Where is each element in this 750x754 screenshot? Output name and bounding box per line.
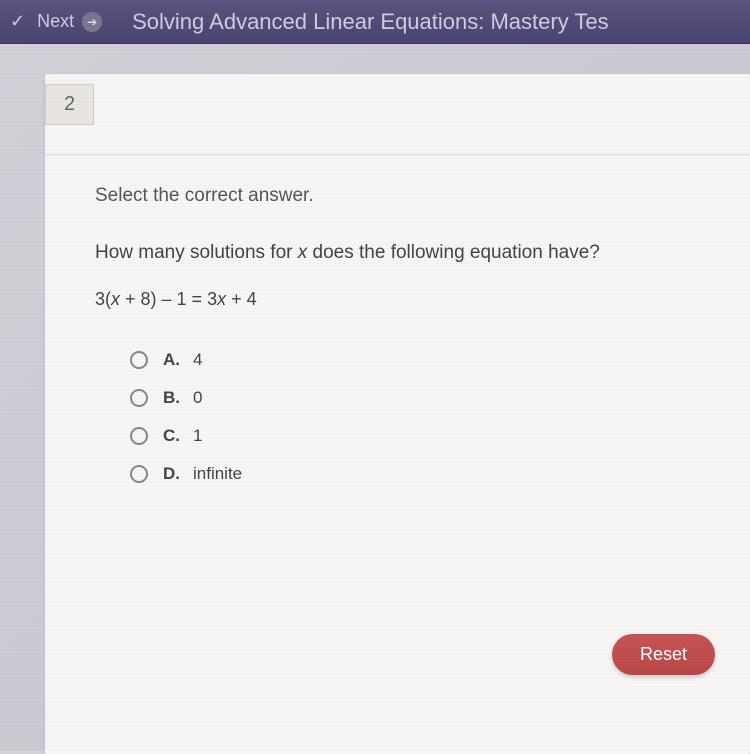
prompt-prefix: How many solutions for xyxy=(95,242,298,263)
radio-icon xyxy=(130,427,148,445)
radio-icon xyxy=(130,465,148,483)
option-a[interactable]: A. 4 xyxy=(130,350,700,370)
next-label: Next xyxy=(37,11,74,32)
option-c[interactable]: C. 1 xyxy=(130,426,700,446)
page-title: Solving Advanced Linear Equations: Maste… xyxy=(132,9,609,35)
options-group: A. 4 B. 0 C. 1 D. infinite xyxy=(130,350,700,484)
radio-icon xyxy=(130,389,148,407)
prompt-suffix: does the following equation have? xyxy=(307,242,600,263)
option-letter: D. xyxy=(163,464,193,484)
divider xyxy=(45,154,750,155)
prompt-variable: x xyxy=(298,242,308,263)
next-button[interactable]: Next ➔ xyxy=(37,11,102,32)
option-value: 0 xyxy=(193,388,202,408)
chevron-down-icon[interactable]: ✓ xyxy=(10,11,25,32)
option-b[interactable]: B. 0 xyxy=(130,388,700,408)
option-d[interactable]: D. infinite xyxy=(130,464,700,484)
option-value: 4 xyxy=(193,350,202,370)
question-card: 2 Select the correct answer. How many so… xyxy=(45,74,750,754)
arrow-right-icon: ➔ xyxy=(82,12,102,32)
equation-display: 3(x + 8) – 1 = 3x + 4 xyxy=(95,289,700,310)
question-number: 2 xyxy=(45,84,94,125)
option-letter: C. xyxy=(163,426,193,446)
question-prompt: How many solutions for x does the follow… xyxy=(95,242,700,264)
option-value: 1 xyxy=(193,426,202,446)
radio-icon xyxy=(130,351,148,369)
instruction-text: Select the correct answer. xyxy=(95,185,700,207)
option-value: infinite xyxy=(193,464,242,484)
option-letter: B. xyxy=(163,388,193,408)
question-content: Select the correct answer. How many solu… xyxy=(45,74,750,532)
option-letter: A. xyxy=(163,350,193,370)
reset-button[interactable]: Reset xyxy=(612,634,715,675)
header-bar: ✓ Next ➔ Solving Advanced Linear Equatio… xyxy=(0,0,750,44)
